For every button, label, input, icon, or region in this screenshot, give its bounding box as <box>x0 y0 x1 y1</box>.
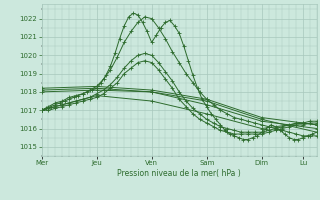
X-axis label: Pression niveau de la mer( hPa ): Pression niveau de la mer( hPa ) <box>117 169 241 178</box>
